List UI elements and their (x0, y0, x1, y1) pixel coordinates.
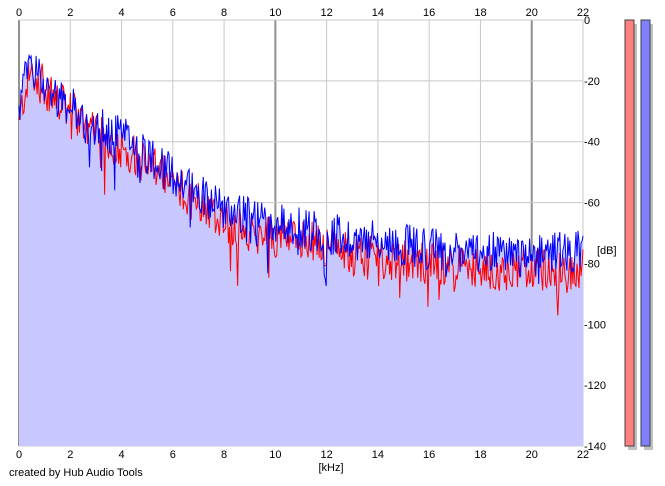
y-tick--140: -140 (584, 441, 606, 453)
credit-text: created by Hub Audio Tools (9, 467, 143, 479)
y-tick--40: -40 (584, 137, 600, 149)
series-layer (18, 53, 584, 316)
x-tick-top-4: 4 (118, 7, 124, 19)
right-level-meter (640, 19, 651, 447)
level-meters (624, 19, 653, 450)
x-tick-bottom-6: 6 (170, 449, 176, 461)
y-tick--120: -120 (584, 380, 606, 392)
x-tick-bottom-4: 4 (118, 449, 124, 461)
y-tick--100: -100 (584, 319, 606, 331)
tick-labels: 002244668810101212141416161818202022220-… (16, 7, 606, 461)
left-level-meter (624, 19, 635, 447)
y-tick--20: -20 (584, 76, 600, 88)
x-tick-bottom-0: 0 (16, 449, 22, 461)
x-tick-bottom-18: 18 (474, 449, 486, 461)
x-tick-top-14: 14 (372, 7, 384, 19)
x-tick-bottom-16: 16 (423, 449, 435, 461)
x-tick-top-0: 0 (16, 7, 22, 19)
x-tick-top-16: 16 (423, 7, 435, 19)
x-tick-top-12: 12 (321, 7, 333, 19)
x-tick-top-18: 18 (474, 7, 486, 19)
series-line-1 (18, 53, 584, 287)
x-tick-bottom-8: 8 (221, 449, 227, 461)
x-tick-top-2: 2 (67, 7, 73, 19)
series-line-0 (18, 60, 584, 316)
y-tick--60: -60 (584, 198, 600, 210)
x-tick-bottom-14: 14 (372, 449, 384, 461)
x-tick-bottom-10: 10 (269, 449, 281, 461)
x-tick-bottom-22: 22 (577, 449, 589, 461)
y-axis-label: [dB] (597, 245, 617, 257)
x-tick-top-10: 10 (269, 7, 281, 19)
x-tick-top-22: 22 (577, 7, 589, 19)
x-tick-bottom-12: 12 (321, 449, 333, 461)
x-tick-top-6: 6 (170, 7, 176, 19)
x-tick-top-8: 8 (221, 7, 227, 19)
x-axis-label: [kHz] (318, 462, 343, 474)
x-tick-bottom-2: 2 (67, 449, 73, 461)
x-tick-bottom-20: 20 (526, 449, 538, 461)
y-tick-0: 0 (584, 15, 590, 27)
x-tick-top-20: 20 (526, 7, 538, 19)
y-tick--80: -80 (584, 258, 600, 270)
